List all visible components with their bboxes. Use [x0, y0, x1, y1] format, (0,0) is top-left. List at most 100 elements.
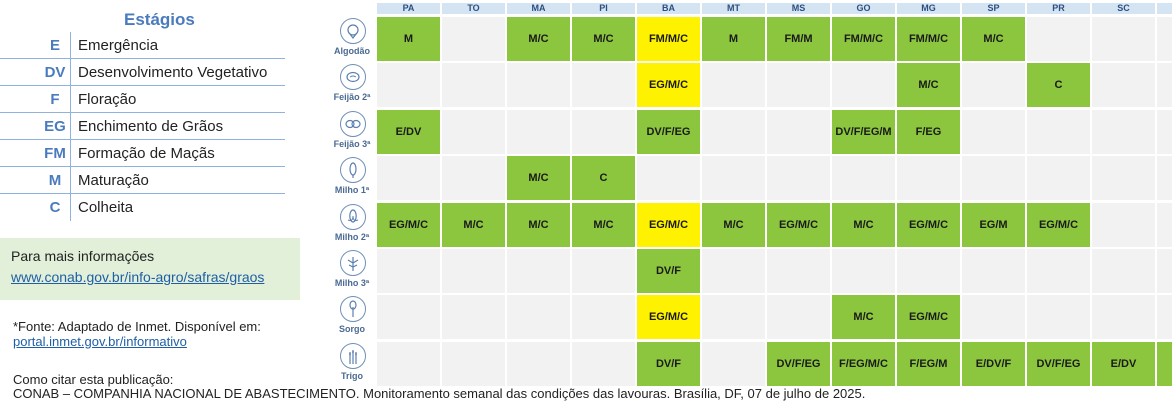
stage-cell-ms — [767, 109, 830, 154]
stage-cell-ms — [767, 156, 830, 201]
stage-cell-sc — [1092, 295, 1155, 340]
fonte-text: *Fonte: Adaptado de Inmet. Disponível em… — [13, 319, 261, 334]
stage-cell-pi — [572, 63, 635, 108]
stage-cell-ma: M/C — [507, 202, 570, 247]
stage-cell-pr: C — [1027, 63, 1090, 108]
stage-cell-pr — [1027, 156, 1090, 201]
legend-abbr: M — [48, 172, 62, 189]
stage-cell-to — [442, 109, 505, 154]
stage-cell-ma — [507, 249, 570, 293]
stage-cell-sp — [962, 249, 1025, 293]
legend-abbr: EG — [44, 118, 66, 135]
stage-cell-ba: EG/M/C — [637, 202, 700, 247]
legend-item: M Maturação — [0, 167, 285, 194]
stage-cell-go: M/C — [832, 295, 895, 340]
stage-cell-ms — [767, 63, 830, 108]
crop-name: Algodão — [334, 46, 370, 56]
legend-divider — [70, 59, 71, 86]
stage-cell-pr: DV/F/EG — [1027, 341, 1090, 386]
stage-cell-pi: C — [572, 156, 635, 201]
stage-cell-mt — [702, 63, 765, 108]
state-header-ms: MS — [767, 3, 830, 14]
stage-cell-go — [832, 156, 895, 201]
stage-cell-sc — [1092, 63, 1155, 108]
legend-item: C Colheita — [0, 194, 285, 221]
stage-cell-pa — [377, 63, 440, 108]
crop-row-label: Feijão 3ª — [328, 109, 376, 155]
stage-cell-mt: M/C — [702, 202, 765, 247]
stage-cell-sc: E/DV — [1092, 341, 1155, 386]
crop-name: Milho 3ª — [334, 278, 370, 288]
state-header-ma: MA — [507, 3, 570, 14]
crop-row-label: Milho 2ª — [328, 202, 376, 248]
cotton-icon — [340, 18, 366, 44]
stage-cell-go — [832, 63, 895, 108]
stage-cell-ma — [507, 295, 570, 340]
stage-cell-pi — [572, 295, 635, 340]
stage-cell-mt — [702, 249, 765, 293]
legend-abbr: E — [49, 37, 60, 54]
stage-cell-pi: M/C — [572, 17, 635, 61]
state-header-sc: SC — [1092, 3, 1155, 14]
legend-item: EG Enchimento de Grãos — [0, 113, 285, 140]
legend-item: E Emergência — [0, 32, 285, 59]
stage-cell-pa: EG/M/C — [377, 202, 440, 247]
stage-cell-go: F/EG/M/C — [832, 341, 895, 386]
state-header-pr: PR — [1027, 3, 1090, 14]
stage-cell-pa — [377, 341, 440, 386]
state-header-rs: RS — [1157, 3, 1172, 14]
info-link[interactable]: www.conab.gov.br/info-agro/safras/graos — [11, 269, 265, 285]
crop-name: Milho 1ª — [334, 185, 370, 196]
stage-cell-sp: EG/M — [962, 202, 1025, 247]
stage-cell-go — [832, 249, 895, 293]
stage-cell-to — [442, 17, 505, 61]
stage-cell-ba: DV/F/EG — [637, 109, 700, 154]
stage-cell-to — [442, 156, 505, 201]
corn-icon — [340, 157, 366, 184]
stage-cell-ba — [637, 156, 700, 201]
stage-cell-mg: F/EG/M — [897, 341, 960, 386]
crop-row-label: Milho 1ª — [328, 155, 376, 201]
state-header-ba: BA — [637, 3, 700, 14]
stage-cell-pr — [1027, 295, 1090, 340]
stage-cell-ms — [767, 249, 830, 293]
legend-abbr: DV — [44, 64, 66, 81]
stage-cell-mt: M — [702, 17, 765, 61]
stage-cell-to — [442, 63, 505, 108]
stage-cell-mg: FM/M/C — [897, 17, 960, 61]
stage-cell-ba: EG/M/C — [637, 295, 700, 340]
legend-abbr: C — [49, 199, 61, 216]
stage-cell-to — [442, 341, 505, 386]
legend-label: Emergência — [78, 37, 159, 54]
state-header-go: GO — [832, 3, 895, 14]
stage-cell-ma: M/C — [507, 156, 570, 201]
legend-label: Colheita — [78, 199, 134, 216]
stage-cell-sc — [1092, 17, 1155, 61]
stage-cell-sp — [962, 109, 1025, 154]
legend-label: Desenvolvimento Vegetativo — [78, 64, 268, 81]
stage-cell-rs — [1157, 295, 1172, 340]
sorghum-icon — [340, 296, 366, 323]
legend-divider — [70, 32, 71, 59]
state-header-to: TO — [442, 3, 505, 14]
legend-item: FM Formação de Maçãs — [0, 140, 285, 167]
stage-cell-pr — [1027, 109, 1090, 154]
stage-cell-pa — [377, 295, 440, 340]
stage-cell-go: M/C — [832, 202, 895, 247]
stage-cell-rs — [1157, 156, 1172, 201]
crop-row-label: Feijão 2ª — [328, 62, 376, 108]
stage-cell-mt — [702, 156, 765, 201]
state-header-mg: MG — [897, 3, 960, 14]
legend-divider — [70, 86, 71, 113]
legend-item: F Floração — [0, 86, 285, 113]
stage-cell-to — [442, 249, 505, 293]
stage-cell-mg: F/EG — [897, 109, 960, 154]
crop-name: Feijão 2ª — [333, 92, 371, 103]
stage-cell-ma: M/C — [507, 17, 570, 61]
legend-divider — [70, 113, 71, 140]
fonte-link[interactable]: portal.inmet.gov.br/informativo — [13, 334, 187, 349]
stage-cell-sc — [1092, 202, 1155, 247]
stage-cell-ba: DV/F — [637, 249, 700, 293]
state-header-sp: SP — [962, 3, 1025, 14]
stage-cell-rs — [1157, 109, 1172, 154]
